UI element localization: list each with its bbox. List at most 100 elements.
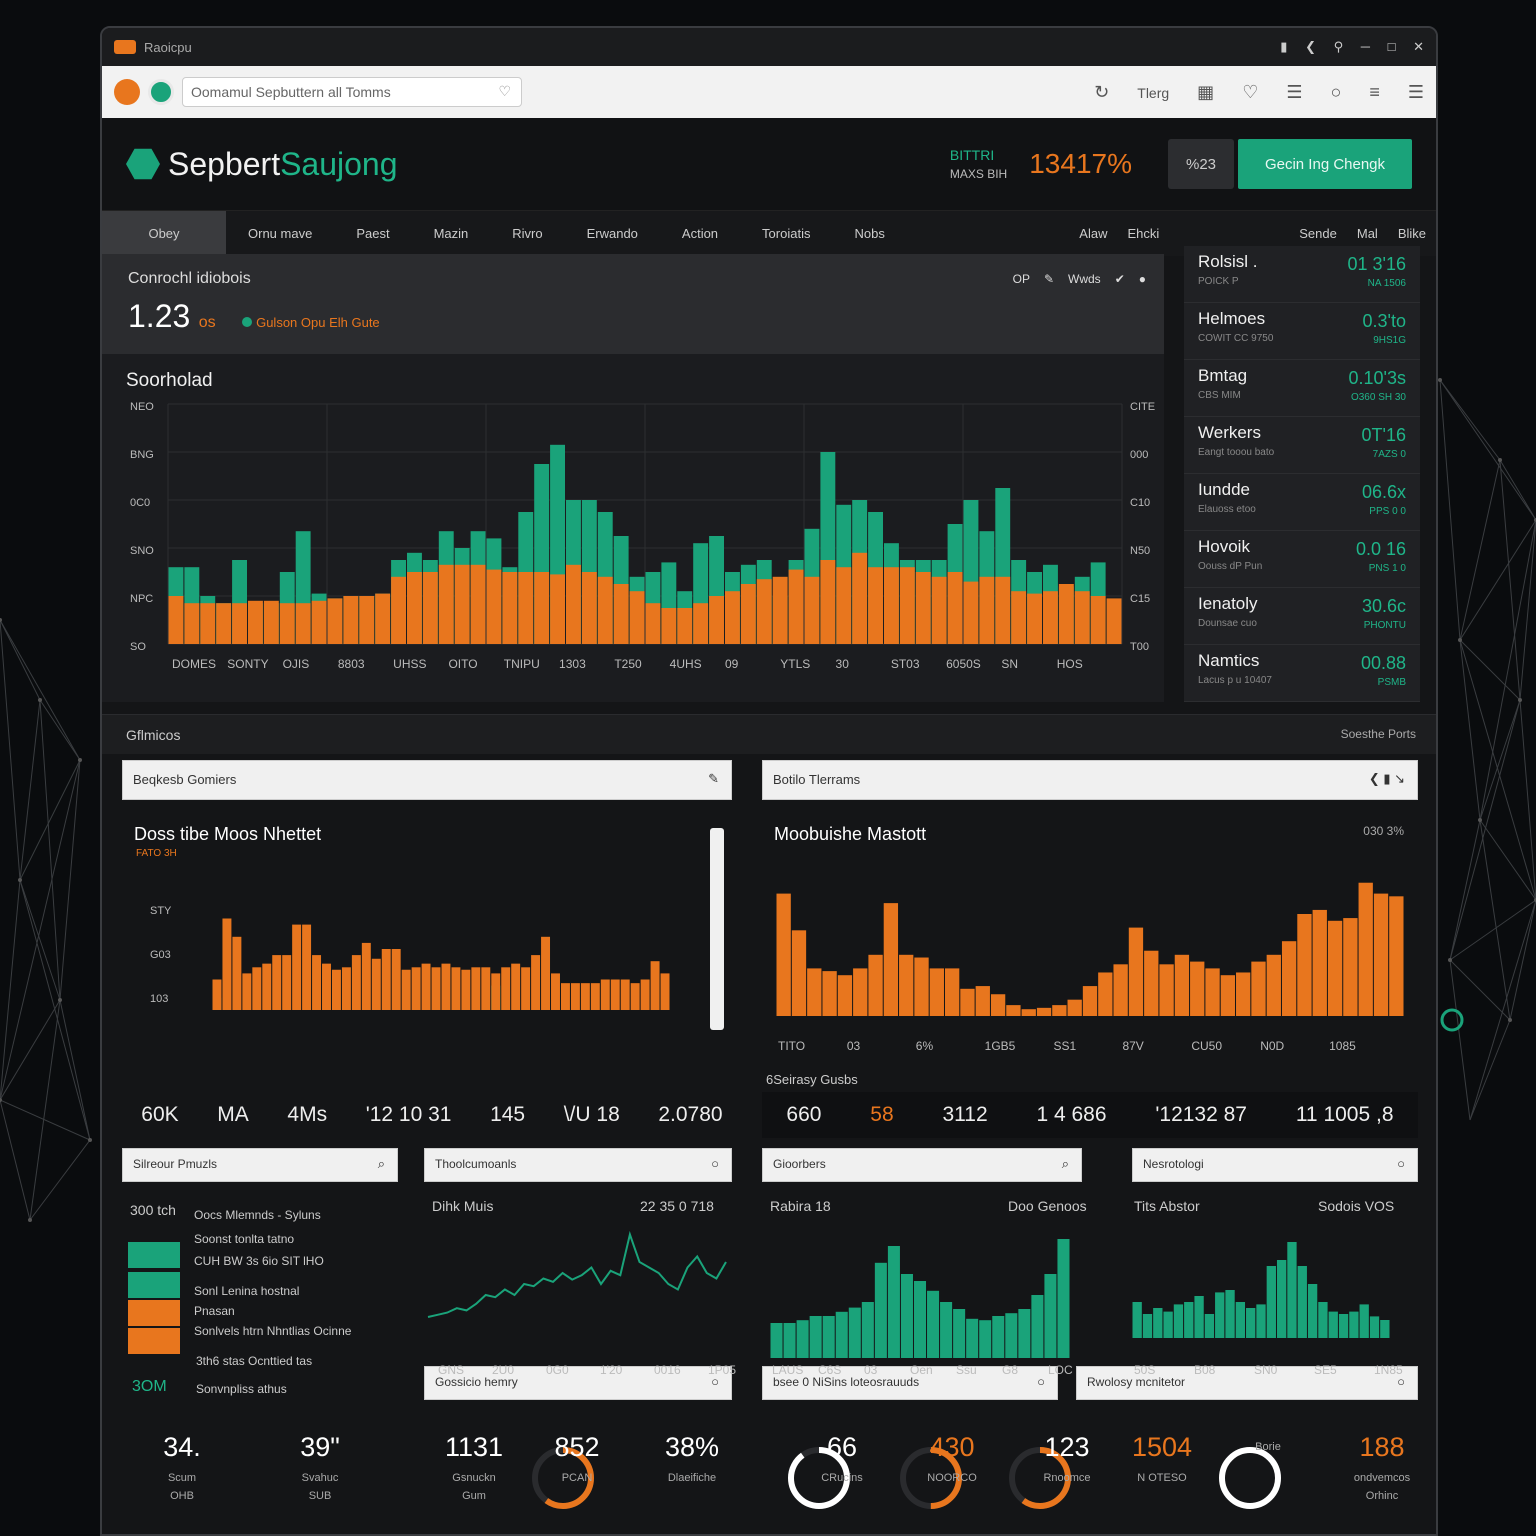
close-icon[interactable]: ✕ [1413, 39, 1424, 54]
x-tick-label: 8U5 [427, 804, 449, 807]
network-line [0, 879, 21, 1101]
filter-icon[interactable]: ≡ [1369, 81, 1380, 102]
shield-icon[interactable]: ♡ [1242, 81, 1259, 102]
lower-toolbar-2[interactable]: bsee 0 NiSins loteosrauuds ○ [762, 1366, 1058, 1400]
search-icon[interactable]: ○ [1397, 1374, 1405, 1389]
nav-tab[interactable]: Ornu mave [248, 226, 313, 241]
y-tick-label: 103 [150, 993, 168, 1005]
widget1-toolbar[interactable]: Beqkesb Gomiers ✎ [122, 760, 732, 800]
chart-bar [979, 1320, 992, 1358]
network-line [1479, 819, 1511, 1021]
chart-bar [1027, 593, 1042, 644]
metric-value-sub: NA 1506 [1367, 278, 1406, 289]
chart-bar [1113, 964, 1128, 1016]
chart-bar [953, 1309, 966, 1358]
minimize-icon[interactable]: ─ [1360, 39, 1370, 54]
nav-tab[interactable]: Nobs [854, 226, 885, 241]
chart-bar [168, 596, 184, 644]
kpi-label: Gsnuckn Gum [452, 1472, 496, 1502]
x-tick-label: TNIPU [504, 657, 540, 671]
list-icon[interactable]: ☰ [1286, 81, 1303, 102]
maximize-icon[interactable]: □ [1387, 39, 1396, 54]
nav-tab[interactable]: Mazin [433, 226, 469, 241]
chevron-left-icon[interactable]: ❮ ▮ ↘ [1368, 771, 1405, 786]
chart-bar [302, 924, 312, 1010]
screen-icon[interactable]: ▦ [1197, 81, 1215, 102]
stat-value: MA [217, 1103, 249, 1126]
network-line [1499, 459, 1536, 521]
toolbar-label[interactable]: Tlerg [1137, 84, 1170, 101]
section-right[interactable]: Soesthe Ports [1340, 727, 1416, 741]
chart-bar [835, 1311, 848, 1358]
hamburger-icon[interactable]: ☰ [1407, 81, 1424, 102]
network-line [0, 1099, 91, 1141]
sidebar-metric[interactable]: Werkers Eangt tooou bato 0T'16 7AZS 0 [1184, 417, 1420, 474]
nav-right-item[interactable]: Alaw [1079, 226, 1108, 241]
sidebar-metric[interactable]: Ienatoly Dounsae cuo 30.6c PHONTU [1184, 588, 1420, 645]
kpi-label: Dlaeifiche [667, 1472, 717, 1484]
search-icon[interactable]: ○ [711, 1156, 719, 1171]
nav-tab[interactable]: Obey [102, 210, 226, 257]
pin-icon[interactable]: ⚲ [1333, 39, 1344, 54]
sidebar-metric[interactable]: Bmtag CBS MIM 0.10'3s O360 SH 30 [1184, 360, 1420, 417]
x-tick-label: 09 [725, 657, 739, 671]
nav-tab[interactable]: Toroiatis [762, 226, 811, 241]
kpi-label: PCAN [561, 1472, 593, 1484]
cta-button[interactable]: Gecin Ing Chengk [1238, 139, 1412, 189]
search-icon[interactable]: ○ [1037, 1374, 1045, 1389]
lower-toolbar[interactable]: Silreour Pmuzls ⌕ [122, 1148, 398, 1182]
settings-icon[interactable]: ⌕ [377, 1156, 385, 1171]
bird-icon[interactable]: ✔ [1114, 272, 1125, 286]
widget1-scrollbar[interactable] [710, 828, 724, 1030]
legend-item: 3th6 stas Ocnttied tas [196, 1354, 313, 1368]
sidebar-metric[interactable]: Rolsisl . POICK P 01 3'16 NA 1506 [1184, 246, 1420, 303]
nav-tab[interactable]: Rivro [512, 226, 543, 241]
circle-icon[interactable]: ○ [1330, 81, 1342, 102]
tool-wwds[interactable]: Wwds [1068, 272, 1101, 286]
nav-tab[interactable]: Action [681, 226, 719, 241]
legend-item: Pnasan [194, 1304, 235, 1318]
lower-toolbar[interactable]: Gioorbers ⌕ [762, 1148, 1082, 1182]
nav-right-item[interactable]: Sende [1299, 226, 1337, 241]
sidebar-metric[interactable]: Helmoes COWIT CC 9750 0.3'to 9HS1G [1184, 303, 1420, 360]
brand-logo-icon [126, 148, 160, 180]
nav-tab[interactable]: Paest [356, 226, 390, 241]
nav-right-item[interactable]: Blike [1397, 226, 1426, 241]
drop-icon[interactable]: ● [1138, 272, 1146, 286]
lower-toolbar[interactable]: Thoolcumoanls ○ [424, 1148, 732, 1182]
chart-bar [1225, 1290, 1235, 1338]
chart-bar [975, 986, 990, 1016]
chart-bar [1190, 961, 1205, 1016]
chart-bar [990, 994, 1006, 1016]
settings-icon[interactable]: ⌕ [1061, 1156, 1069, 1171]
chart-bar [501, 967, 511, 1010]
lower-toolbar-2[interactable]: Rwolosy mcnitetor ○ [1076, 1366, 1418, 1400]
lower-toolbar-2[interactable]: Gossicio hemry ○ [424, 1366, 732, 1400]
bookmark-icon[interactable]: ♡ [498, 83, 511, 99]
edit-icon[interactable]: ✎ [708, 771, 719, 786]
metric-value: 0.3'to [1362, 311, 1406, 331]
search-icon[interactable]: ○ [711, 1374, 719, 1389]
header-badge[interactable]: %23 [1168, 139, 1234, 189]
nav-tab[interactable]: Erwando [586, 226, 638, 241]
metric-sub: Eangt tooou bato [1198, 447, 1275, 458]
sidebar-metric[interactable]: Iundde Elauoss etoo 06.6x PPS 0 0 [1184, 474, 1420, 531]
legend-item: Sonvnpliss athus [196, 1382, 287, 1396]
menu-icon[interactable]: ▮ [1280, 39, 1288, 54]
url-input[interactable]: Oomamul Sepbuttern all Tomms ♡ [182, 77, 522, 107]
legend-item: Sonlvels htrn Nhntlias Ocinne [194, 1324, 352, 1338]
sidebar-metric[interactable]: Namtics Lacus p u 10407 00.88 PSMB [1184, 645, 1420, 702]
back-icon[interactable]: ❮ [1305, 39, 1316, 54]
pencil-icon[interactable]: ✎ [1043, 272, 1055, 286]
widget2-toolbar[interactable]: Botilo Tlerrams ❮ ▮ ↘ [762, 760, 1418, 800]
share-icon[interactable]: ↻ [1094, 81, 1110, 102]
lower-toolbar[interactable]: Nesrotologi ○ [1132, 1148, 1418, 1182]
search-icon[interactable]: ○ [1397, 1156, 1405, 1171]
chart-bar [232, 936, 242, 1010]
stat-value: 145 [490, 1103, 526, 1126]
nav-right-item[interactable]: Ehcki [1127, 226, 1160, 241]
sidebar-metric[interactable]: Hovoik Oouss dP Pun 0.0 16 PNS 1 0 [1184, 531, 1420, 588]
tool-op[interactable]: OP [1012, 272, 1030, 286]
nav-right-item[interactable]: Mal [1356, 226, 1378, 241]
chart-bar [470, 564, 486, 644]
